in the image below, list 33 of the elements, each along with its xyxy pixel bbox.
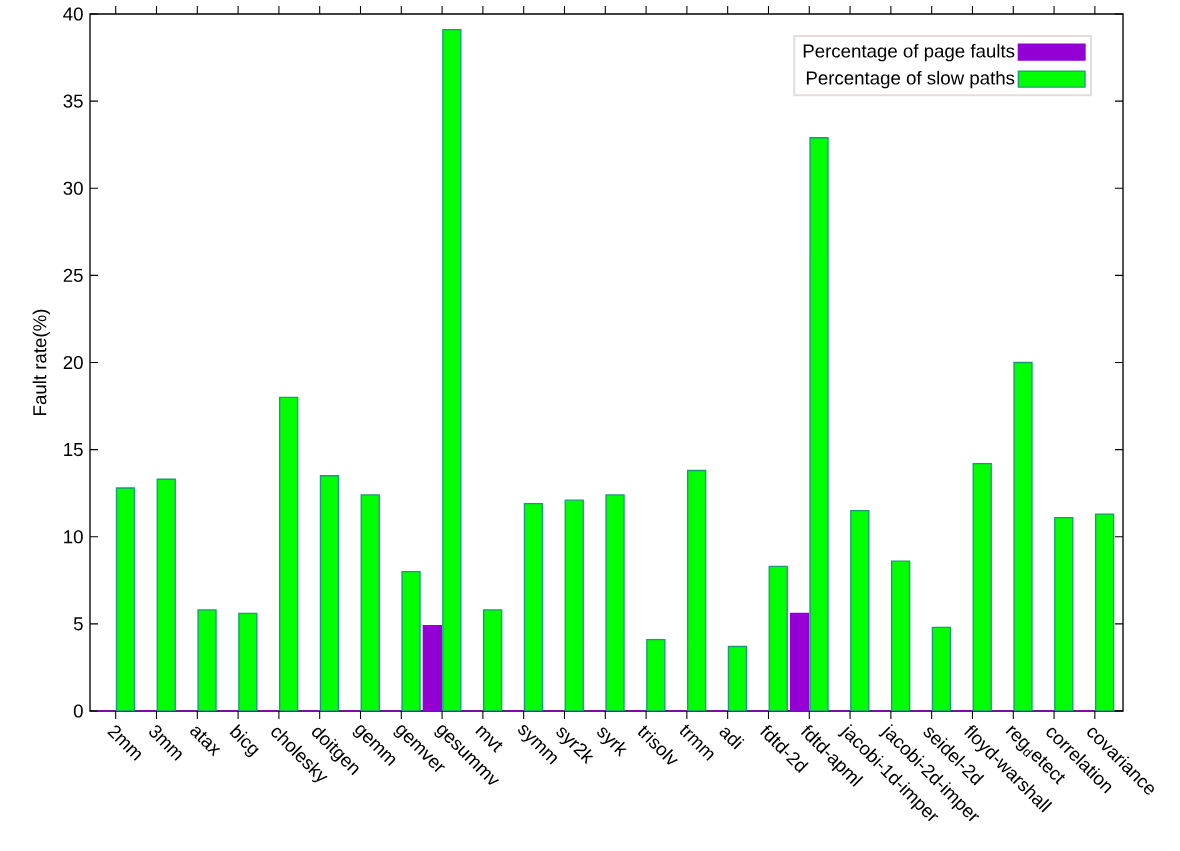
bar — [360, 494, 380, 711]
bar — [686, 469, 707, 711]
bar — [564, 499, 584, 711]
bar — [319, 475, 340, 711]
y-tick-label: 5 — [73, 617, 83, 631]
y-tick-label: 10 — [64, 530, 83, 544]
bar — [850, 509, 870, 711]
legend-label: Percentage of page faults — [803, 43, 1015, 62]
bar — [115, 487, 136, 711]
bar — [931, 626, 952, 711]
y-axis-title: Fault rate(%) — [32, 309, 51, 415]
x-tick-label: syrk — [597, 727, 627, 757]
bar — [1094, 513, 1115, 711]
y-tick-label: 35 — [63, 94, 83, 108]
y-tick-label: 40 — [63, 7, 83, 21]
y-tick-label: 30 — [63, 181, 83, 195]
y-tick-label: 15 — [64, 443, 83, 457]
bar — [482, 609, 503, 711]
bar — [890, 560, 911, 711]
bar — [278, 396, 299, 711]
y-tick-label: 0 — [73, 704, 83, 718]
bar — [972, 462, 992, 711]
bar — [1054, 516, 1074, 711]
bar — [727, 645, 748, 711]
bar — [768, 565, 788, 711]
bar — [646, 638, 666, 711]
legend-label: Percentage of slow paths — [806, 70, 1015, 89]
x-tick-label: adi — [719, 727, 745, 750]
bar — [156, 478, 176, 711]
bar — [523, 502, 544, 711]
x-tick-label: atax — [190, 726, 221, 757]
y-tick-label: 20 — [63, 355, 83, 370]
y-tick-label: 25 — [63, 268, 83, 282]
